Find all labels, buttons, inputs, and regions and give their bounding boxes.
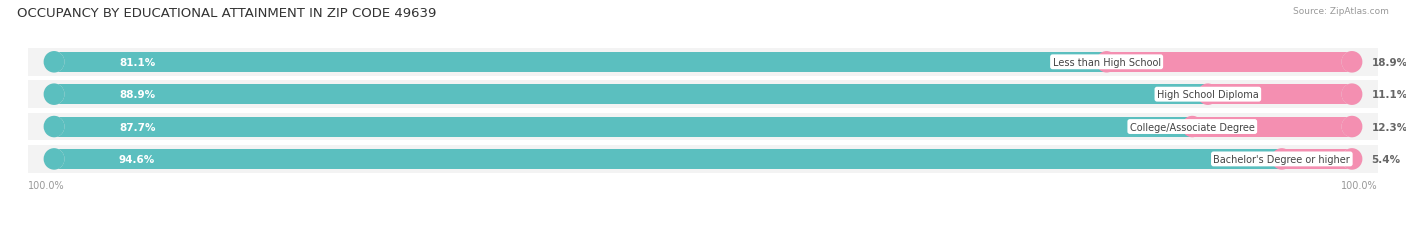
Text: College/Associate Degree: College/Associate Degree (1130, 122, 1254, 132)
Text: 87.7%: 87.7% (120, 122, 156, 132)
Ellipse shape (45, 149, 63, 169)
Ellipse shape (1343, 85, 1361, 105)
Bar (53, 149, 1353, 169)
Bar (1208, 85, 1353, 105)
Ellipse shape (45, 117, 63, 137)
Ellipse shape (1343, 52, 1361, 73)
Ellipse shape (45, 52, 63, 73)
Bar (53, 52, 1107, 73)
Text: Source: ZipAtlas.com: Source: ZipAtlas.com (1294, 7, 1389, 16)
Ellipse shape (45, 117, 63, 137)
Bar (53, 117, 1353, 137)
Ellipse shape (1343, 117, 1361, 137)
Bar (53, 117, 1192, 137)
Bar (28, 113, 1378, 141)
Bar (53, 52, 1353, 73)
Text: OCCUPANCY BY EDUCATIONAL ATTAINMENT IN ZIP CODE 49639: OCCUPANCY BY EDUCATIONAL ATTAINMENT IN Z… (17, 7, 436, 20)
Text: High School Diploma: High School Diploma (1157, 90, 1258, 100)
Ellipse shape (1272, 149, 1292, 169)
Ellipse shape (1097, 52, 1116, 73)
Text: 100.0%: 100.0% (28, 180, 65, 190)
Text: Less than High School: Less than High School (1053, 58, 1161, 67)
Bar (53, 85, 1353, 105)
Bar (28, 81, 1378, 109)
Text: 81.1%: 81.1% (120, 58, 155, 67)
Text: 5.4%: 5.4% (1371, 154, 1400, 164)
Ellipse shape (1343, 149, 1361, 169)
Text: 12.3%: 12.3% (1371, 122, 1406, 132)
Text: 11.1%: 11.1% (1371, 90, 1406, 100)
Ellipse shape (45, 85, 63, 105)
Bar (53, 149, 1282, 169)
Ellipse shape (1343, 149, 1361, 169)
Ellipse shape (1343, 52, 1361, 73)
Bar (1107, 52, 1353, 73)
Bar (1192, 117, 1353, 137)
Ellipse shape (1343, 85, 1361, 105)
Ellipse shape (1343, 117, 1361, 137)
Bar (1282, 149, 1353, 169)
Bar (28, 49, 1378, 76)
Ellipse shape (1198, 85, 1218, 105)
Ellipse shape (45, 52, 63, 73)
Ellipse shape (45, 149, 63, 169)
Bar (28, 145, 1378, 173)
Text: Bachelor's Degree or higher: Bachelor's Degree or higher (1213, 154, 1350, 164)
Ellipse shape (1182, 117, 1202, 137)
Text: 94.6%: 94.6% (120, 154, 155, 164)
Text: 100.0%: 100.0% (1341, 180, 1378, 190)
Bar (53, 85, 1208, 105)
Ellipse shape (45, 85, 63, 105)
Text: 88.9%: 88.9% (120, 90, 155, 100)
Text: 18.9%: 18.9% (1371, 58, 1406, 67)
